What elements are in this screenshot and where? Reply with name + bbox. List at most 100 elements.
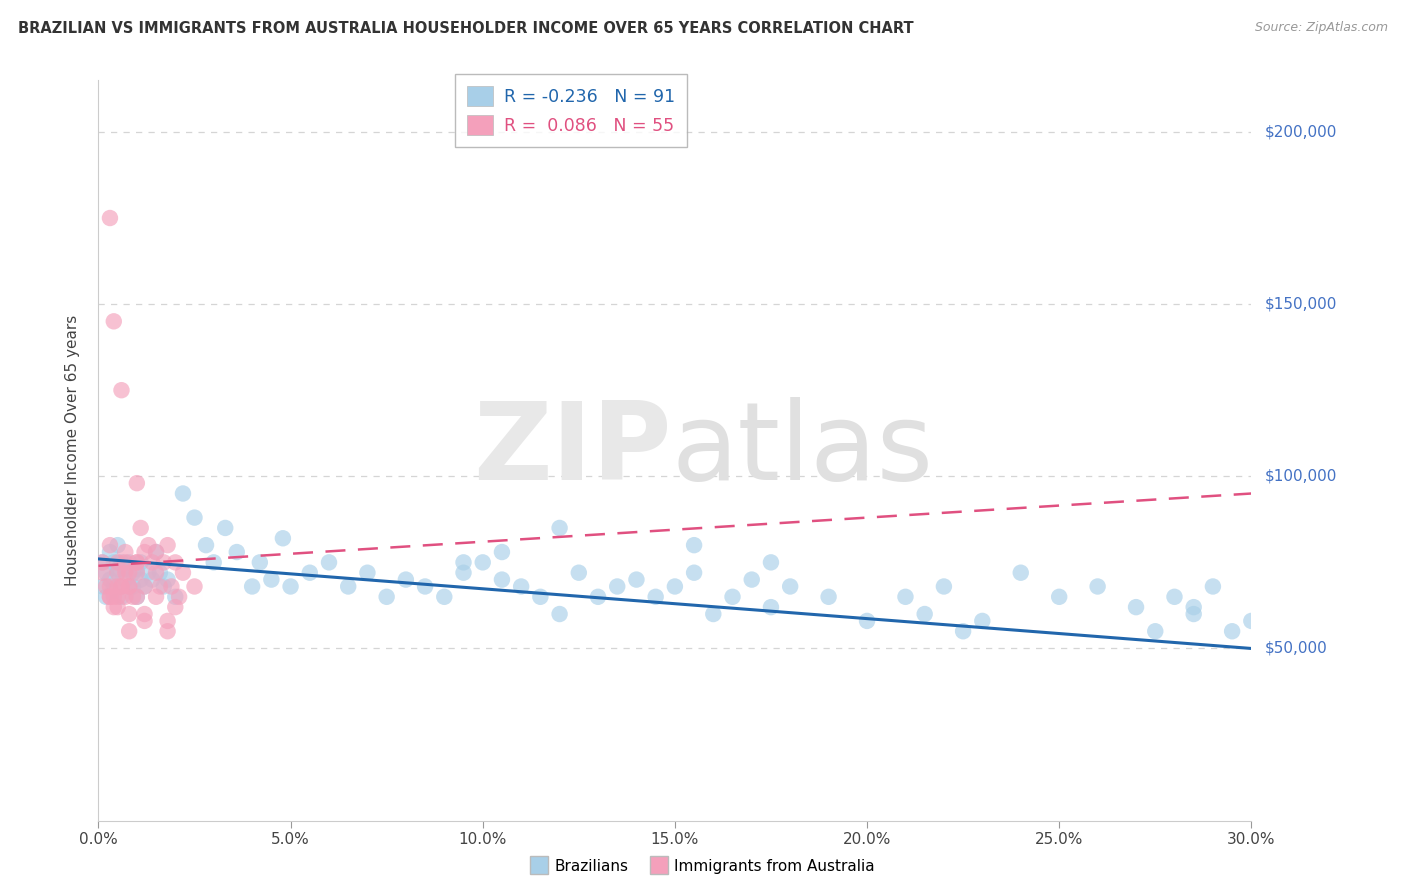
Point (94, 579, 117, 593)
Point (1220, 624, 1243, 639)
Point (721, 590, 744, 604)
Point (110, 590, 132, 604)
Point (114, 566, 136, 580)
Y-axis label: Householder Income Over 65 years: Householder Income Over 65 years (65, 315, 80, 586)
Point (107, 590, 129, 604)
Point (586, 590, 609, 604)
Point (156, 614, 179, 628)
Point (114, 562, 136, 576)
Point (298, 566, 321, 580)
Text: $150,000: $150,000 (1265, 297, 1337, 311)
Point (183, 579, 205, 593)
Point (664, 579, 686, 593)
Point (138, 566, 160, 580)
Point (145, 545, 167, 559)
Point (280, 579, 302, 593)
Point (134, 607, 156, 621)
Point (683, 538, 706, 552)
Point (107, 600, 129, 615)
Point (98, 590, 121, 604)
Point (356, 566, 378, 580)
Point (375, 590, 398, 604)
Point (156, 624, 179, 639)
Point (156, 538, 179, 552)
Point (932, 579, 955, 593)
Point (413, 579, 436, 593)
Point (94, 590, 117, 604)
Point (103, 600, 125, 615)
Point (145, 566, 167, 580)
Point (114, 555, 136, 569)
Text: $100,000: $100,000 (1265, 469, 1337, 483)
Point (103, 314, 125, 328)
Point (225, 545, 247, 559)
Point (98, 211, 121, 225)
Point (122, 579, 145, 593)
Point (98, 545, 121, 559)
Point (91, 555, 114, 569)
Point (167, 590, 190, 604)
Point (395, 573, 418, 587)
Text: BRAZILIAN VS IMMIGRANTS FROM AUSTRALIA HOUSEHOLDER INCOME OVER 65 YEARS CORRELAT: BRAZILIAN VS IMMIGRANTS FROM AUSTRALIA H… (18, 21, 914, 37)
Point (107, 566, 129, 580)
Point (125, 555, 148, 569)
Point (134, 614, 156, 628)
Point (1144, 624, 1167, 639)
Point (165, 600, 187, 615)
Point (118, 555, 141, 569)
Point (491, 573, 513, 587)
Point (606, 579, 628, 593)
Point (114, 590, 136, 604)
Point (156, 573, 179, 587)
Point (107, 579, 129, 593)
Point (110, 383, 132, 397)
Point (98, 573, 121, 587)
Point (626, 573, 648, 587)
Point (183, 510, 205, 524)
Point (118, 579, 141, 593)
Text: Source: ZipAtlas.com: Source: ZipAtlas.com (1254, 21, 1388, 35)
Point (145, 545, 167, 559)
Point (125, 476, 148, 491)
Point (125, 562, 148, 576)
Point (471, 555, 494, 569)
Point (214, 521, 236, 535)
Point (568, 566, 591, 580)
Point (103, 590, 125, 604)
Point (249, 555, 271, 569)
Point (122, 590, 145, 604)
Point (134, 545, 156, 559)
Point (260, 573, 283, 587)
Point (433, 590, 456, 604)
Point (202, 555, 225, 569)
Point (683, 566, 706, 580)
Text: $200,000: $200,000 (1265, 124, 1337, 139)
Point (91, 566, 114, 580)
Point (240, 579, 263, 593)
Point (1163, 590, 1185, 604)
Point (125, 590, 148, 604)
Point (110, 555, 132, 569)
Point (118, 579, 141, 593)
Point (129, 573, 152, 587)
Point (114, 573, 136, 587)
Point (165, 590, 187, 604)
Point (125, 590, 148, 604)
Point (125, 566, 148, 580)
Point (114, 545, 136, 559)
Point (271, 531, 294, 545)
Point (702, 607, 724, 621)
Point (110, 579, 132, 593)
Point (107, 538, 129, 552)
Legend: R = -0.236   N = 91, R =  0.086   N = 55: R = -0.236 N = 91, R = 0.086 N = 55 (456, 74, 688, 147)
Point (107, 562, 129, 576)
Point (510, 579, 533, 593)
Point (759, 600, 782, 615)
Point (337, 579, 360, 593)
Point (914, 607, 936, 621)
Point (548, 521, 571, 535)
Point (134, 579, 156, 593)
Point (149, 579, 172, 593)
Point (318, 555, 340, 569)
Point (1010, 566, 1032, 580)
